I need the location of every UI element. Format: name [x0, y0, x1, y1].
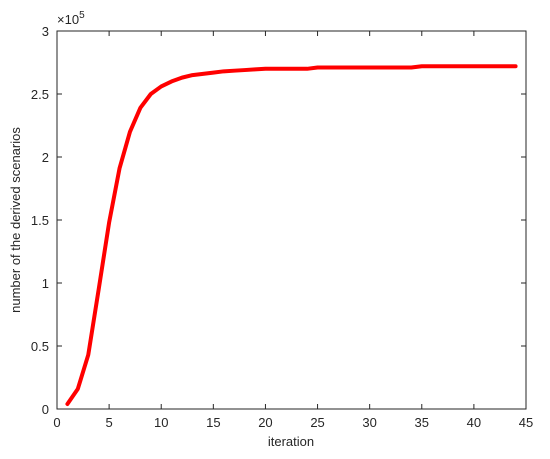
x-tick-label: 0	[53, 415, 60, 430]
data-line	[65, 64, 518, 406]
x-tick-label: 45	[519, 415, 533, 430]
y-tick-label: 0	[42, 402, 49, 417]
x-tick-label: 10	[154, 415, 168, 430]
x-tick-label: 40	[467, 415, 481, 430]
x-tick-label: 30	[362, 415, 376, 430]
x-axis-label: iteration	[268, 434, 314, 449]
y-multiplier: ×105	[57, 10, 85, 27]
x-tick-label: 20	[258, 415, 272, 430]
x-tick-label: 25	[310, 415, 324, 430]
y-multiplier-base: ×10	[57, 12, 79, 27]
x-tick-label: 15	[206, 415, 220, 430]
y-multiplier-exponent: 5	[79, 10, 85, 21]
x-tick-label: 35	[415, 415, 429, 430]
y-tick-label: 1.5	[31, 213, 49, 228]
y-tick-label: 3	[42, 24, 49, 39]
plot-frame	[56, 30, 527, 410]
x-tick-label: 5	[105, 415, 112, 430]
y-tick-label: 2.5	[31, 87, 49, 102]
y-tick-label: 2	[42, 150, 49, 165]
y-tick-label: 0.5	[31, 339, 49, 354]
y-tick-label: 1	[42, 276, 49, 291]
y-axis-label: number of the derived scenarios	[8, 127, 23, 313]
